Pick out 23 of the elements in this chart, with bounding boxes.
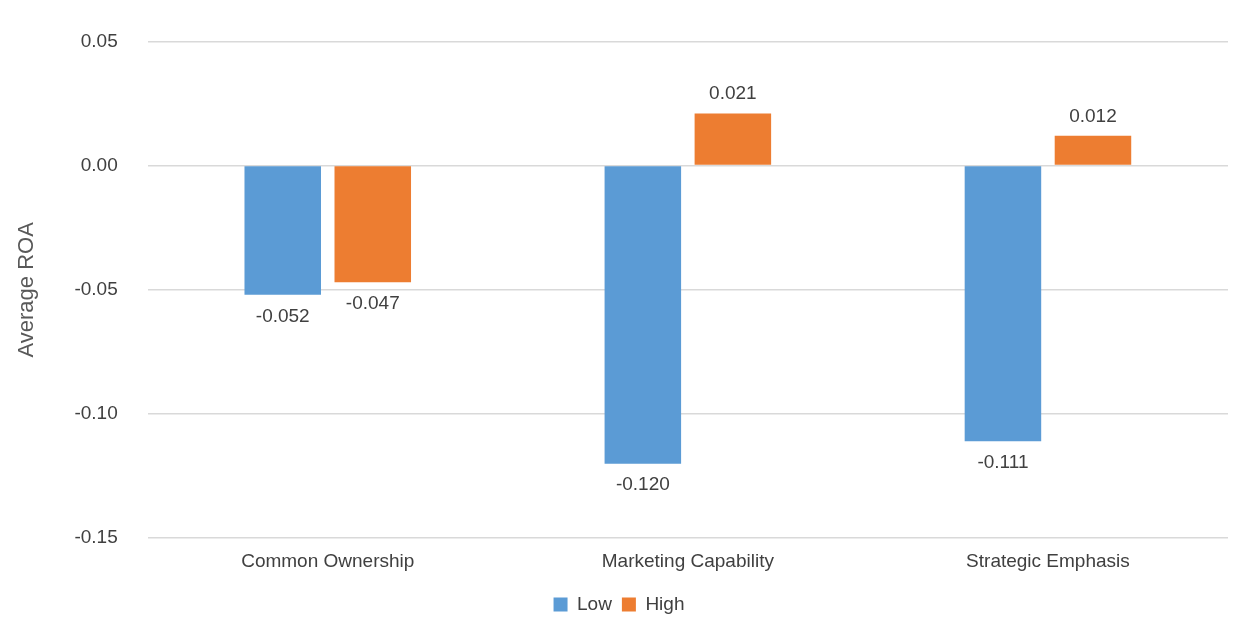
y-tick-label: -0.05 [74,278,118,300]
bar [964,166,1042,442]
x-tick-label: Common Ownership [241,549,415,571]
text: 0.012 [1069,104,1117,126]
bar [694,113,772,165]
y-tick-label: 0.00 [80,153,118,175]
y-tick-label: -0.10 [74,402,118,424]
text: -0.120 [615,473,670,495]
bar [244,166,321,295]
text: -0.111 [977,451,1029,473]
x-tick-label: Marketing Capability [601,549,775,571]
legend-label: High [645,592,685,614]
x-tick-label: Strategic Emphasis [966,549,1130,571]
legend-label: Low [577,592,613,614]
text: 0.021 [709,82,757,104]
text: -0.052 [255,304,310,326]
bar [334,166,412,283]
bar [1054,135,1132,165]
y-tick-label: -0.15 [74,526,118,548]
text: -0.047 [345,292,400,314]
y-axis-title: Average ROA [13,221,39,358]
y-tick-label: 0.05 [80,29,118,51]
bar [604,166,682,464]
